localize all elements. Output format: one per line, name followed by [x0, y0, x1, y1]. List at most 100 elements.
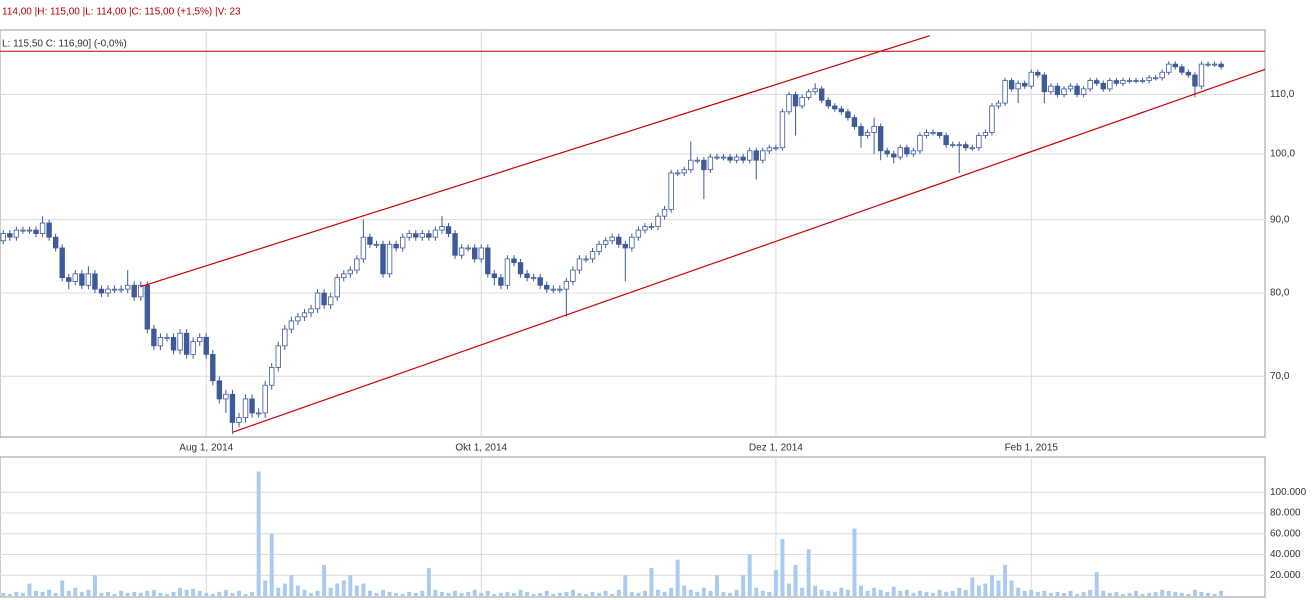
candle-body: [766, 147, 773, 152]
candle-body: [334, 277, 340, 298]
candle-body: [1152, 77, 1159, 80]
volume-bar: [695, 591, 700, 596]
candle-body: [1159, 71, 1165, 79]
candle-body: [570, 269, 576, 282]
volume-bar: [328, 587, 333, 596]
volume-tick-label: 80.000: [1270, 508, 1301, 519]
candle-body: [498, 277, 504, 286]
trend-line: [139, 35, 930, 288]
volume-bar: [125, 592, 130, 596]
volume-bar: [413, 592, 418, 596]
candle-body: [118, 288, 124, 291]
volume-bar: [577, 592, 582, 596]
candle-body: [157, 337, 164, 347]
candle-body: [164, 337, 170, 339]
volume-bar: [793, 564, 798, 596]
candle-body: [360, 236, 367, 260]
candle-body: [236, 417, 242, 423]
candle-body: [138, 284, 144, 298]
candle-body: [1067, 85, 1074, 90]
candle-body: [223, 393, 229, 400]
volume-bar: [197, 590, 202, 596]
candle-body: [1185, 71, 1192, 76]
candle-body: [897, 147, 903, 158]
candle-body: [39, 222, 46, 235]
candle-body: [596, 243, 602, 252]
volume-bar: [341, 580, 346, 596]
candle-body: [825, 99, 831, 107]
candle-body: [288, 320, 295, 330]
candle-body: [229, 393, 236, 423]
volume-bar: [845, 589, 850, 596]
candle-body: [884, 150, 890, 155]
candle-body: [1107, 80, 1113, 90]
volume-bar: [728, 592, 733, 596]
candle-body: [255, 412, 262, 415]
sub-info-line: L: 115,50 C: 116,90] (-0,0%): [2, 39, 127, 50]
candle-body: [472, 247, 478, 260]
volume-bar: [112, 593, 117, 596]
volume-bar: [525, 591, 530, 596]
volume-bar: [165, 593, 169, 596]
volume-bar: [348, 575, 353, 596]
volume-bar: [872, 587, 877, 596]
candle-body: [1015, 82, 1021, 90]
candle-body: [1218, 63, 1224, 68]
volume-bar: [990, 575, 994, 596]
candle-body: [707, 156, 714, 171]
candle-body: [609, 236, 615, 242]
volume-bar: [904, 589, 909, 596]
candle-body: [13, 229, 20, 238]
volume-bar: [983, 583, 988, 596]
volume-bar: [649, 567, 654, 596]
y-tick-label: 110,0: [1270, 89, 1295, 100]
volume-bar: [158, 592, 163, 596]
volume-bar: [505, 591, 510, 596]
candle-body: [904, 147, 910, 155]
volume-bar: [191, 588, 196, 596]
candle-body: [622, 243, 628, 249]
candle-body: [373, 243, 380, 246]
candle-body: [891, 153, 897, 158]
candle-body: [7, 233, 13, 238]
candle-body: [1048, 85, 1054, 93]
candle-body: [66, 277, 72, 282]
volume-bar: [92, 575, 97, 596]
volume-bar: [590, 591, 595, 596]
y-tick-label: 90,0: [1270, 214, 1290, 225]
volume-bar: [315, 590, 320, 596]
volume-bar: [1088, 589, 1093, 596]
candle-body: [1133, 80, 1139, 82]
candle-body: [347, 269, 353, 275]
volume-bar: [1081, 591, 1086, 596]
candle-body: [177, 332, 183, 351]
candle-body: [838, 108, 845, 113]
candle-body: [1022, 82, 1028, 87]
volume-tick-label: 100.000: [1270, 487, 1307, 498]
candle-body: [52, 236, 59, 249]
volume-panel: [0, 456, 1266, 598]
candle-body: [72, 273, 78, 282]
volume-tick-label: 20.000: [1270, 570, 1301, 581]
volume-bar: [1016, 587, 1021, 596]
volume-bar: [1160, 589, 1165, 596]
volume-bar: [289, 575, 294, 596]
candle-body: [642, 226, 648, 231]
x-tick-label: Feb 1, 2015: [1005, 443, 1059, 454]
candle-body: [367, 236, 373, 245]
candle-body: [79, 273, 85, 286]
volume-bar: [433, 589, 438, 596]
volume-bar: [151, 589, 156, 596]
volume-bar: [773, 570, 778, 596]
candle-body: [602, 240, 609, 245]
volume-bar: [204, 592, 209, 596]
volume-bar: [1035, 591, 1040, 596]
candle-body: [681, 169, 687, 174]
volume-bar: [492, 593, 497, 596]
volume-bar: [309, 592, 313, 596]
candle-body: [445, 226, 452, 235]
volume-bar: [1062, 592, 1066, 596]
volume-bar: [970, 577, 975, 596]
y-tick-label: 100,0: [1270, 149, 1295, 160]
trend-line: [232, 68, 1265, 433]
